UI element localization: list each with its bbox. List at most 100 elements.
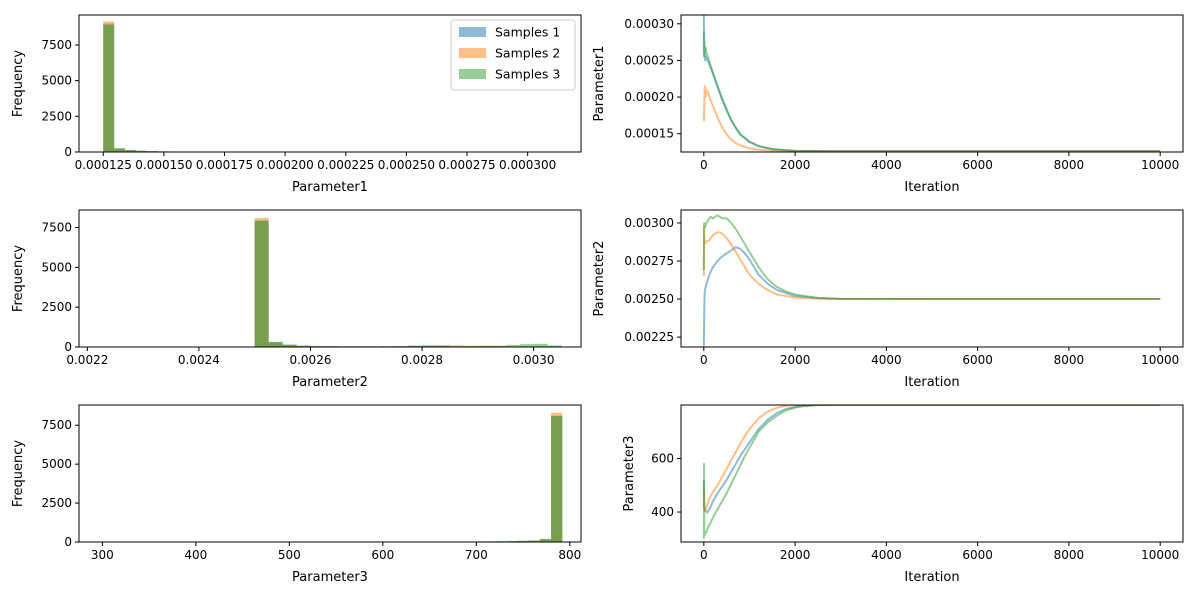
histogram-bar [517,540,529,542]
panel-1: 0.000125 0.000150 0.000175 0.000200 0.000225… [11,14,582,195]
x-tick-label: 800 [558,548,581,562]
y-axis-label: Parameter2 [592,241,607,317]
legend-entry: Samples 1 [495,25,560,40]
axes-frame [78,209,582,348]
x-tick-label: 2000 [780,353,811,367]
histogram-bar [528,540,540,542]
x-tick-label: 2000 [780,548,811,562]
histogram-bar [282,344,297,347]
x-axis-label: Iteration [904,375,959,390]
y-tick-label: 400 [651,505,674,519]
x-tick-label: 4000 [871,353,902,367]
series-2 [702,224,1161,301]
histogram-bar [505,345,520,347]
y-axis-label: Frequency [11,245,26,312]
y-tick-label: 5000 [41,260,72,274]
x-tick-label: 0 [700,548,708,562]
x-tick-label: 6000 [962,548,993,562]
y-tick-label: 7500 [41,38,72,52]
y-tick-label: 0.00300 [624,216,674,230]
x-tick-label: 6000 [962,353,993,367]
x-tick-label: 0.000225 [317,158,374,172]
x-tick-label: 700 [465,548,488,562]
histogram-bar [114,148,126,152]
series-3 [702,405,1161,539]
y-axis-label: Parameter3 [622,436,637,512]
axes-frame [78,14,582,153]
series-3 [702,214,1161,301]
x-tick-label: 0.000150 [135,158,192,172]
x-axis-label: Parameter3 [292,570,368,585]
y-tick-label: 2500 [41,109,72,123]
series-2 [702,405,1161,512]
panel-5: 300 400 500 600 700 800 0 2500 5000 7500 Parameter… [11,404,582,585]
x-tick-label: 600 [371,548,394,562]
x-tick-label: 500 [278,548,301,562]
plot-area [702,15,1161,152]
x-tick-label: 2000 [780,158,811,172]
x-tick-label: 0 [700,158,708,172]
trace-line [702,405,1161,512]
histogram-bar [135,150,147,152]
x-tick-label: 0.000125 [75,158,132,172]
histogram-bar [519,344,534,347]
x-tick-label: 400 [184,548,207,562]
x-axis-label: Iteration [904,570,959,585]
x-tick-label: 0.000300 [499,158,556,172]
x-tick-label: 0.000250 [378,158,435,172]
x-tick-label: 0.0022 [66,353,108,367]
histogram-bar [539,538,552,542]
histogram-bar [125,150,136,152]
panel-3: 0.0022 0.0024 0.0026 0.0028 0.0030 0 2500 5000 7… [11,209,582,390]
x-tick-label: 4000 [871,158,902,172]
x-tick-label: 0.000200 [257,158,314,172]
y-tick-label: 0 [64,535,72,549]
legend-swatch [459,27,486,37]
histogram-bar [103,24,115,152]
legend-entry: Samples 3 [495,67,560,82]
legend: Samples 1 Samples 2 Samples 3 [450,19,576,91]
x-tick-label: 10000 [1141,158,1179,172]
histogram-bar [491,345,506,347]
axes-frame [78,404,582,543]
y-tick-label: 0 [64,340,72,354]
x-tick-label: 10000 [1141,353,1179,367]
histogram-bar [254,220,269,347]
y-axis-label: Parameter1 [592,46,607,122]
x-tick-label: 0.0024 [178,353,220,367]
y-tick-label: 0.00015 [624,127,674,141]
histogram-bar [533,343,548,347]
series-3 [702,31,1161,152]
y-tick-label: 0.00250 [624,292,674,306]
x-tick-label: 300 [91,548,114,562]
y-tick-label: 0.00025 [624,53,674,67]
y-tick-label: 2500 [41,300,72,314]
histogram-bar [547,345,562,347]
x-tick-label: 8000 [1054,158,1085,172]
x-axis-label: Parameter2 [292,375,368,390]
y-tick-label: 5000 [41,457,72,471]
y-tick-label: 7500 [41,221,72,235]
y-axis-label: Frequency [11,50,26,117]
axes-frame [680,404,1184,543]
y-tick-label: 5000 [41,74,72,88]
trace-line [702,224,1161,301]
y-tick-label: 0.00225 [624,330,674,344]
y-tick-label: 0 [64,145,72,159]
y-axis-label: Frequency [11,440,26,507]
y-tick-label: 0.00020 [624,90,674,104]
panel-4: 0 2000 4000 6000 8000 10000 0.00225 0.00250 0.00… [592,209,1184,390]
legend-swatch [459,69,486,79]
x-tick-label: 0.0028 [401,353,443,367]
x-tick-label: 0.0030 [513,353,555,367]
y-tick-label: 7500 [41,418,72,432]
y-tick-label: 0.00275 [624,254,674,268]
x-tick-label: 0.0026 [289,353,331,367]
legend-swatch [459,48,486,58]
plot-area [702,405,1161,539]
y-tick-label: 600 [651,452,674,466]
legend-entry: Samples 2 [495,46,560,61]
panel-2: 0 2000 4000 6000 8000 10000 0.00015 0.00020 0.00… [592,14,1184,195]
x-tick-label: 6000 [962,158,993,172]
